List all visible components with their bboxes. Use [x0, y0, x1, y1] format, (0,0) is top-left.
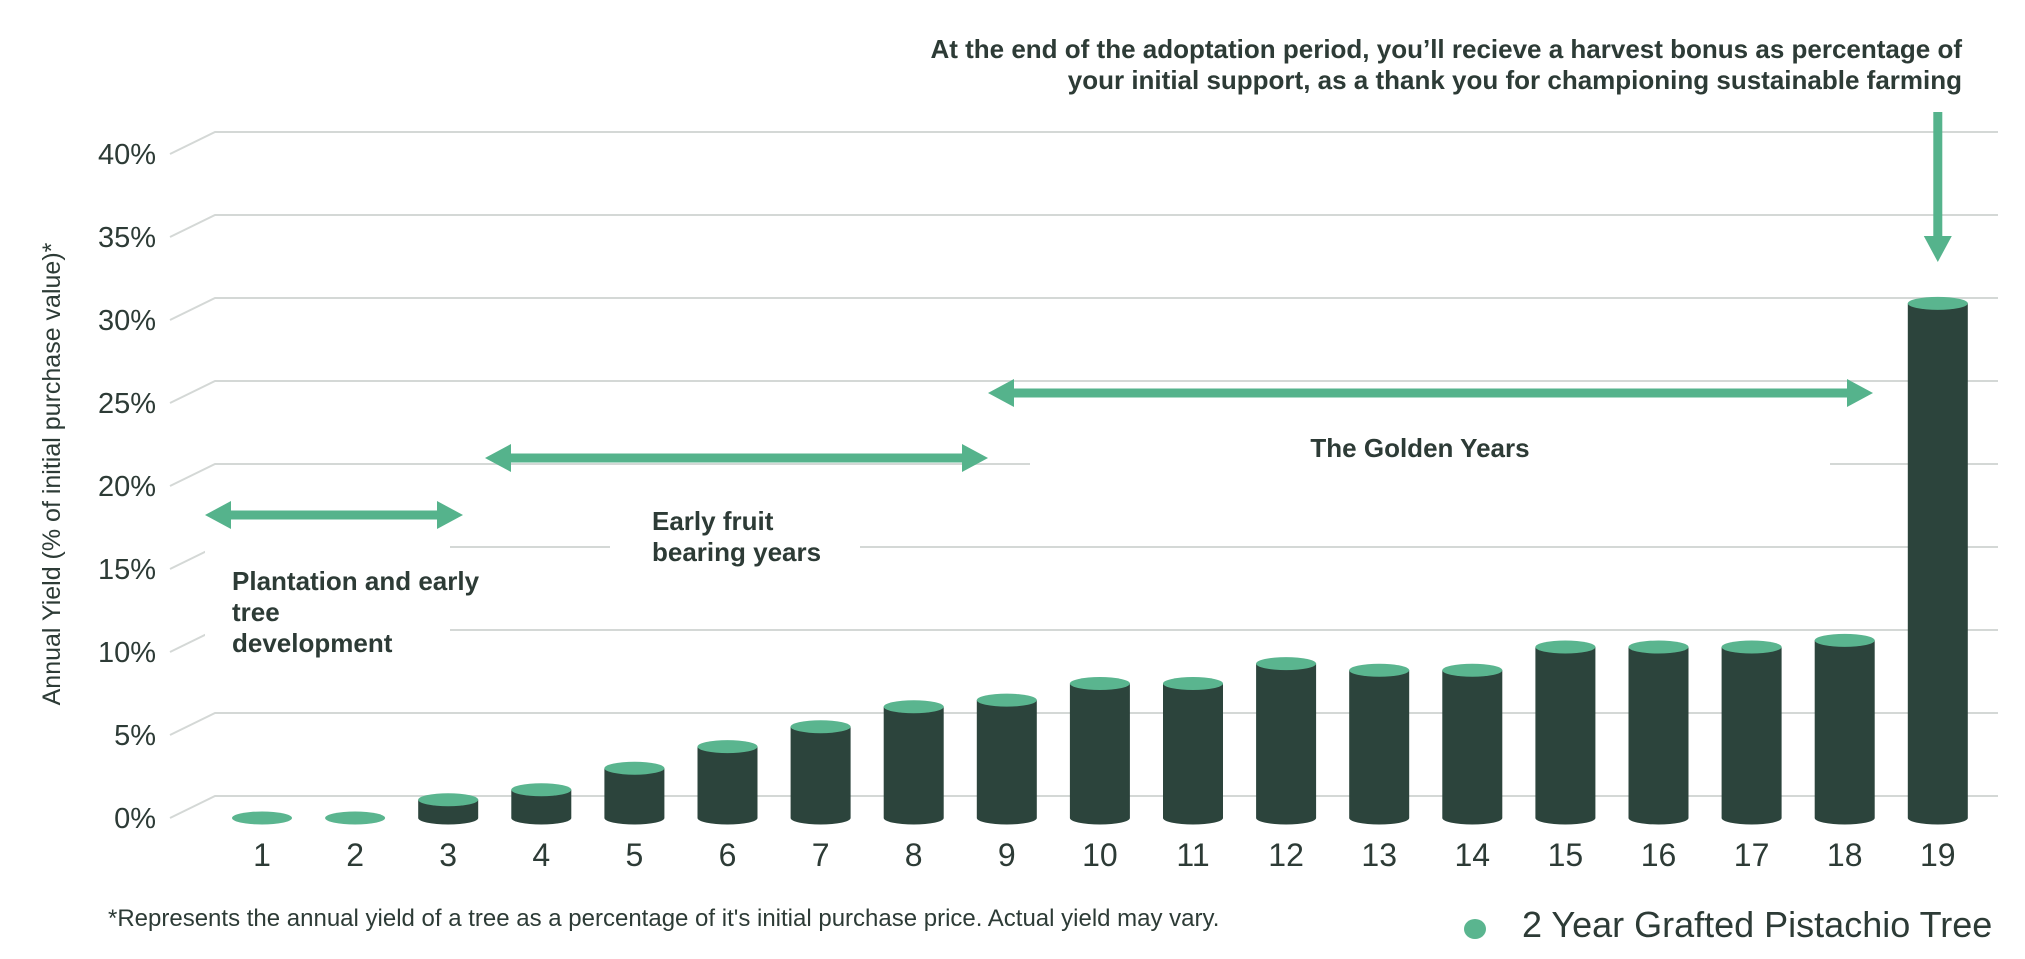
arrow-head-left — [988, 379, 1014, 407]
bar — [511, 789, 572, 825]
legend: 2 Year Grafted Pistachio Tree — [1464, 904, 1992, 945]
bar-top — [418, 793, 479, 807]
y-axis-label: Annual Yield (% of initial purchase valu… — [38, 242, 66, 705]
label-backdrop — [1030, 425, 1830, 490]
bar — [1442, 670, 1503, 825]
phase-label: bearing years — [652, 537, 821, 567]
y-tick-label: 20% — [98, 471, 156, 503]
bar-top — [604, 761, 665, 775]
phase-label: The Golden Years — [1310, 433, 1529, 463]
bar — [418, 799, 479, 825]
y-tick-label: 10% — [98, 637, 156, 669]
bar-top — [1163, 677, 1223, 691]
arrow-head-down — [1923, 236, 1952, 262]
y-tick-label: 15% — [98, 554, 156, 586]
label-backdrop — [205, 545, 450, 660]
x-tick-label: 11 — [1176, 837, 1209, 873]
bar-top — [1349, 663, 1410, 677]
callout-arrow — [1923, 112, 1952, 262]
callout-text: At the end of the adoptation period, you… — [930, 34, 1962, 64]
bar — [1721, 647, 1782, 825]
arrow-head-right — [437, 501, 463, 529]
x-tick-label: 12 — [1268, 837, 1304, 873]
x-tick-label: 9 — [998, 837, 1016, 873]
x-tick-label: 5 — [626, 837, 644, 873]
x-tick-label: 3 — [439, 837, 457, 873]
arrow-head-left — [205, 501, 231, 529]
gridline — [169, 131, 1998, 155]
x-tick-label: 13 — [1361, 837, 1397, 873]
x-tick-label: 2 — [346, 837, 364, 873]
x-tick-label: 16 — [1641, 837, 1677, 873]
bar — [1628, 647, 1689, 825]
bar — [604, 768, 665, 825]
bar-top — [1628, 640, 1689, 654]
x-tick-label: 17 — [1734, 837, 1770, 873]
arrow-head-left — [485, 444, 511, 472]
bar — [697, 746, 758, 825]
phase-label: Plantation and early — [232, 566, 480, 596]
x-tick-label: 7 — [812, 837, 830, 873]
x-tick-label: 4 — [532, 837, 550, 873]
bar-top — [976, 693, 1037, 707]
bar-top — [232, 811, 292, 825]
phase-arrow — [988, 379, 1873, 407]
y-tick-label: 0% — [114, 803, 156, 835]
y-tick-label: 25% — [98, 388, 156, 420]
gridline — [169, 214, 1998, 238]
y-tick-label: 5% — [114, 720, 156, 752]
arrow-head-right — [1847, 379, 1873, 407]
bar-top — [1907, 296, 1968, 310]
x-tick-label: 15 — [1548, 837, 1584, 873]
bar-top — [883, 700, 944, 714]
bar — [1163, 683, 1223, 825]
x-tick-label: 8 — [905, 837, 923, 873]
phase-arrow — [205, 501, 463, 529]
gridline — [169, 380, 1998, 404]
phase-label: development — [232, 628, 393, 658]
phase-arrow — [485, 444, 988, 472]
bar-top — [1256, 657, 1317, 671]
bar — [1814, 640, 1875, 825]
x-tick-label: 18 — [1827, 837, 1863, 873]
bar-top — [790, 720, 851, 734]
bar — [1907, 303, 1968, 825]
y-tick-label: 30% — [98, 305, 156, 337]
arrow-head-right — [962, 444, 988, 472]
bar — [1256, 663, 1317, 825]
bar-top — [1814, 633, 1875, 647]
bar — [1349, 670, 1410, 825]
callout-text: your initial support, as a thank you for… — [1068, 65, 1962, 95]
label-backdrop — [610, 495, 860, 570]
footnote: *Represents the annual yield of a tree a… — [108, 905, 1219, 932]
x-tick-label: 10 — [1082, 837, 1118, 873]
bar-top — [1721, 640, 1782, 654]
bar — [1535, 647, 1596, 825]
bar-top — [1442, 663, 1503, 677]
x-tick-label: 19 — [1920, 837, 1956, 873]
gridline — [169, 297, 1998, 321]
x-tick-label: 1 — [253, 837, 271, 873]
y-tick-label: 35% — [98, 222, 156, 254]
bar-top — [1535, 640, 1596, 654]
bar-top — [697, 740, 758, 754]
legend-marker — [1464, 919, 1486, 939]
legend-label: 2 Year Grafted Pistachio Tree — [1522, 904, 1992, 945]
x-tick-label: 14 — [1455, 837, 1491, 873]
bar — [883, 706, 944, 825]
bar-top — [511, 783, 572, 797]
bar — [976, 700, 1037, 825]
bar-top — [325, 811, 386, 825]
bar — [1069, 683, 1130, 825]
bar-top — [1069, 677, 1130, 691]
bar — [790, 726, 851, 825]
y-tick-label: 40% — [98, 139, 156, 171]
phase-label: tree — [232, 597, 280, 627]
x-tick-label: 6 — [719, 837, 737, 873]
phase-label: Early fruit — [652, 506, 774, 536]
